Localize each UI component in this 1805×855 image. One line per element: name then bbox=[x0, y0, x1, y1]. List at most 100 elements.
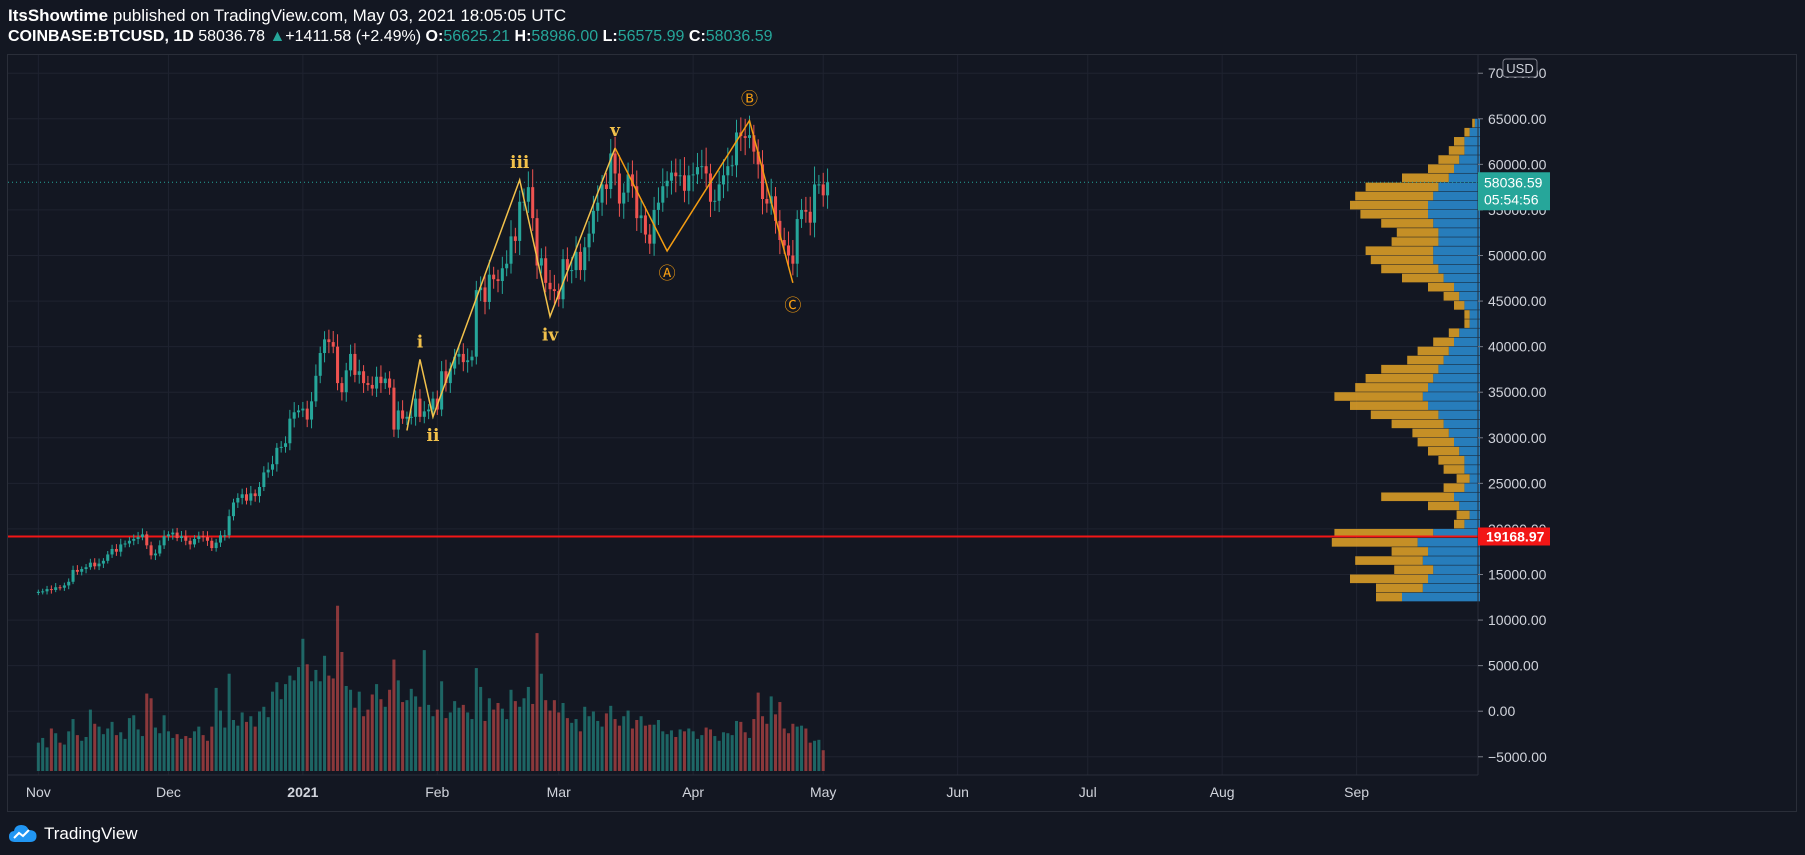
volume-bar bbox=[526, 686, 530, 771]
volume-bar bbox=[596, 720, 600, 771]
volume-profile-down-bar bbox=[1428, 501, 1460, 511]
volume-bar bbox=[630, 728, 634, 771]
volume-profile-down-bar bbox=[1355, 556, 1423, 565]
volume-bar bbox=[787, 733, 791, 771]
volume-profile-up-bar bbox=[1459, 155, 1480, 164]
high-label: H: bbox=[514, 28, 532, 45]
open-label: O: bbox=[425, 28, 444, 45]
volume-profile-down-bar bbox=[1448, 146, 1465, 155]
volume-bar bbox=[531, 703, 535, 771]
volume-profile-up-bar bbox=[1422, 556, 1480, 565]
volume-profile-up-bar bbox=[1454, 492, 1480, 502]
candle-body bbox=[414, 398, 418, 417]
volume-bar bbox=[145, 693, 149, 771]
price-axis-label: 25000.00 bbox=[1488, 475, 1547, 491]
volume-profile-down-bar bbox=[1454, 137, 1465, 146]
corrective-wave-label: Ⓐ bbox=[659, 264, 676, 284]
volume-bar bbox=[635, 720, 639, 771]
candle-body bbox=[513, 236, 517, 241]
price-chart[interactable]: iiiiiiivvⒶⒷⒸ−5000.000.005000.0010000.001… bbox=[8, 55, 1796, 811]
candle-body bbox=[305, 408, 309, 420]
candle-body bbox=[362, 371, 366, 384]
volume-bar bbox=[392, 659, 396, 771]
candle-body bbox=[357, 371, 361, 375]
volume-profile-up-bar bbox=[1448, 173, 1480, 183]
volume-bar bbox=[453, 701, 457, 771]
volume-bar bbox=[214, 687, 218, 771]
volume-bar bbox=[548, 710, 552, 771]
candle-body bbox=[656, 202, 660, 210]
volume-bar bbox=[171, 737, 175, 771]
author-name[interactable]: ItsShowtime bbox=[8, 6, 109, 25]
volume-bar bbox=[431, 716, 435, 771]
volume-bar bbox=[184, 736, 188, 771]
candle-body bbox=[565, 259, 569, 271]
volume-bar bbox=[691, 731, 695, 771]
candle-body bbox=[457, 353, 461, 357]
candle-body bbox=[622, 192, 626, 204]
candle-body bbox=[236, 497, 240, 503]
volume-bar bbox=[344, 686, 348, 771]
candle-body bbox=[730, 165, 734, 167]
time-axis-label-May: May bbox=[810, 784, 836, 800]
volume-profile-up-bar bbox=[1454, 282, 1480, 292]
candle-body bbox=[500, 268, 504, 282]
volume-bar bbox=[669, 730, 673, 771]
volume-bar bbox=[123, 738, 127, 771]
candle-body bbox=[548, 282, 552, 290]
corrective-wave-line bbox=[614, 118, 794, 284]
volume-profile-up-bar bbox=[1454, 437, 1480, 447]
candle-body bbox=[453, 356, 457, 369]
candle-body bbox=[119, 544, 123, 552]
volume-profile-down-bar bbox=[1417, 437, 1454, 447]
chart-area[interactable]: i ii iii iv v Ⓐ Ⓑ Ⓒ −5000.00 0.00 5000.00 10000.00 1… bbox=[7, 54, 1797, 812]
volume-profile-up-bar bbox=[1443, 419, 1480, 429]
volume-bar bbox=[565, 718, 569, 771]
volume-bar bbox=[808, 742, 812, 771]
volume-bar bbox=[544, 700, 548, 771]
tradingview-cloud-icon[interactable] bbox=[8, 823, 38, 845]
volume-bar bbox=[648, 724, 652, 771]
candle-body bbox=[747, 135, 752, 138]
candle-body bbox=[240, 494, 244, 498]
candle-body bbox=[353, 353, 357, 375]
last-price-badge bbox=[1478, 172, 1550, 211]
candle-body bbox=[808, 211, 812, 223]
volume-bar bbox=[301, 638, 305, 771]
price-axis-label: 65000.00 bbox=[1488, 111, 1547, 127]
candle-body bbox=[526, 187, 530, 202]
candle-body bbox=[661, 186, 665, 203]
tradingview-brand[interactable]: TradingView bbox=[44, 824, 138, 843]
symbol-name[interactable]: COINBASE:BTCUSD, 1D bbox=[8, 28, 194, 45]
volume-bar bbox=[500, 708, 504, 771]
volume-bar bbox=[427, 704, 431, 771]
volume-bar bbox=[97, 726, 101, 771]
candle-body bbox=[340, 383, 344, 393]
volume-bar bbox=[210, 726, 214, 771]
candle-body bbox=[162, 536, 166, 546]
volume-bar bbox=[153, 727, 157, 771]
candle-body bbox=[75, 569, 79, 572]
candle-body bbox=[509, 236, 513, 264]
volume-bar bbox=[578, 731, 582, 771]
candle-body bbox=[609, 153, 613, 189]
candle-body bbox=[58, 587, 62, 589]
volume-profile-up-bar bbox=[1428, 200, 1480, 210]
candle-body bbox=[336, 346, 340, 384]
volume-bar bbox=[318, 681, 322, 771]
candle-body bbox=[270, 464, 275, 470]
price-axis-label: 50000.00 bbox=[1488, 248, 1547, 264]
candle-body bbox=[201, 536, 205, 538]
volume-bar bbox=[721, 732, 726, 771]
time-axis-label-Dec: Dec bbox=[156, 784, 181, 800]
volume-bar bbox=[739, 721, 743, 771]
footer: TradingView bbox=[8, 820, 138, 848]
volume-bar bbox=[760, 716, 765, 771]
candle-body bbox=[483, 287, 487, 302]
volume-bar bbox=[45, 747, 49, 771]
volume-bar bbox=[682, 731, 686, 771]
candle-body bbox=[36, 591, 40, 594]
volume-profile-up-bar bbox=[1433, 528, 1480, 538]
change-arrow-icon: ▲ bbox=[269, 28, 286, 45]
candle-body bbox=[444, 371, 448, 384]
